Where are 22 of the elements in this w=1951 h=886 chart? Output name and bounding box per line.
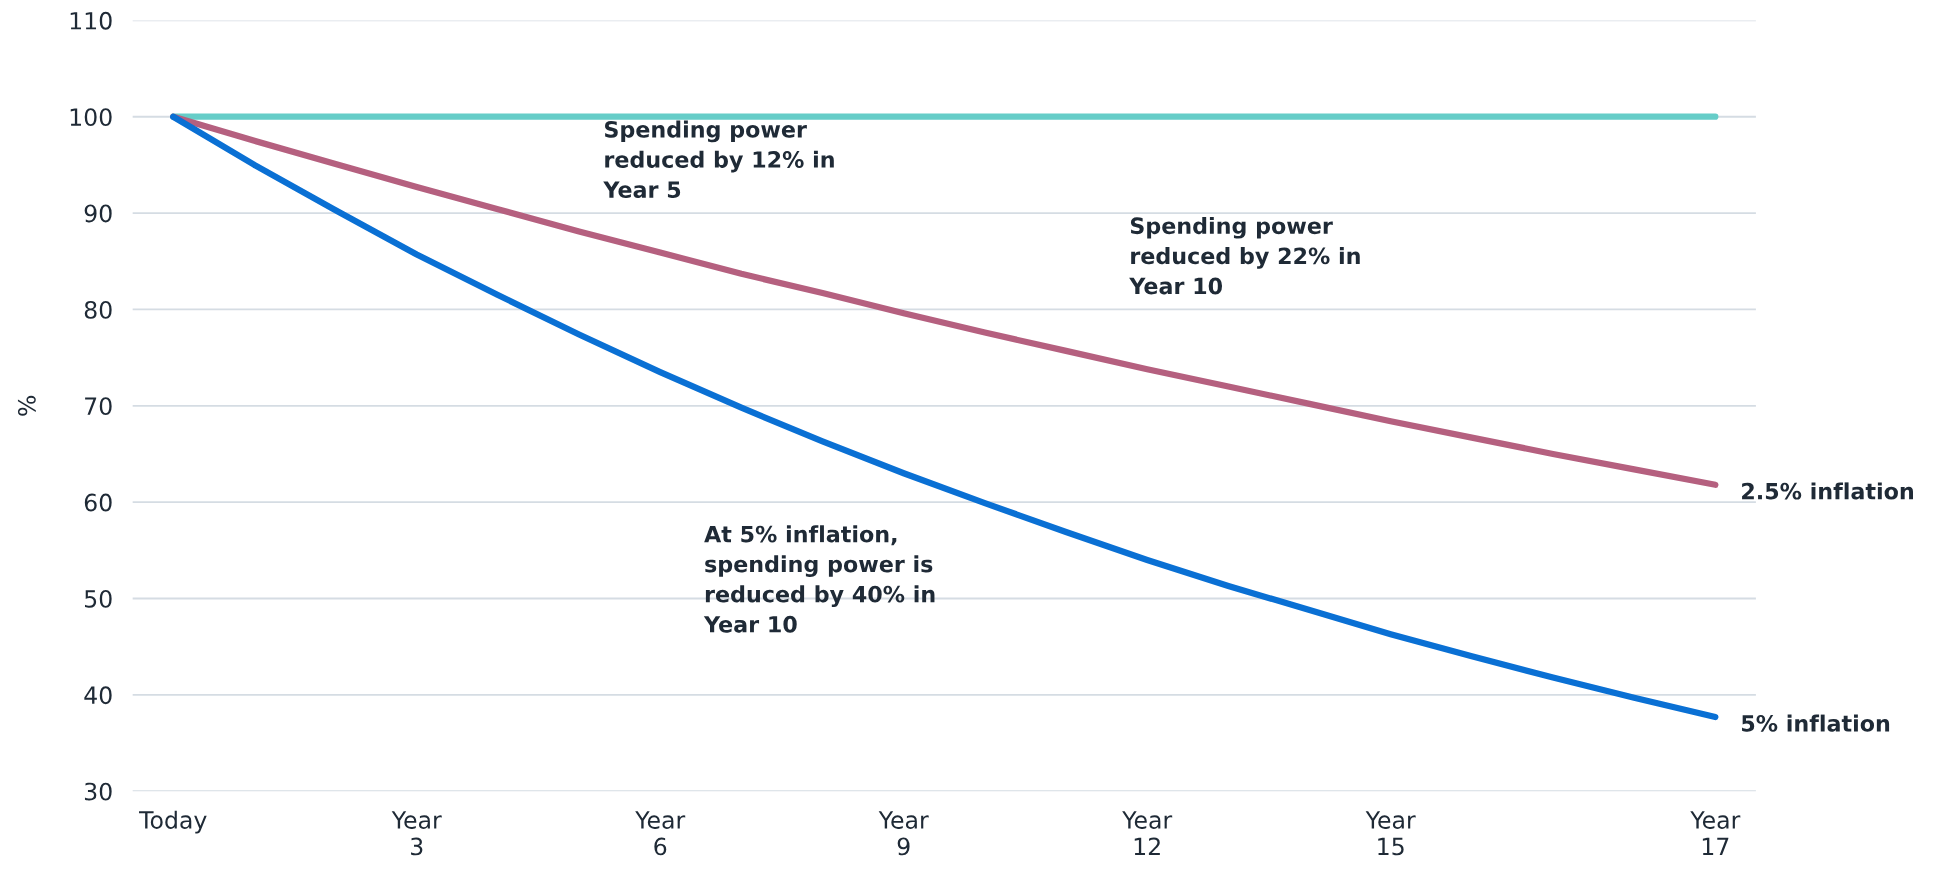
- annotation: Spending power reduced by 22% in Year 10: [1129, 216, 1360, 295]
- y-axis-title: %: [17, 395, 36, 416]
- y-tick-label: 110: [70, 11, 112, 30]
- y-tick-label: 50: [85, 589, 112, 608]
- y-tick-label: 60: [84, 493, 112, 512]
- y-tick-label: 40: [84, 686, 112, 705]
- y-tick-label: 80: [84, 300, 112, 319]
- y-tick-label: 30: [84, 782, 112, 801]
- x-tick-label: Year 15: [1365, 811, 1416, 856]
- x-tick-label: Year 6: [635, 811, 686, 856]
- x-tick-label: Year 3: [391, 811, 442, 856]
- x-tick-label: Year 9: [878, 811, 929, 856]
- annotation: Spending power reduced by 12% in Year 5: [603, 120, 834, 199]
- series-label: 5% inflation: [1742, 714, 1890, 732]
- x-tick-label: Today: [139, 810, 207, 834]
- annotation: At 5% inflation, spending power is reduced by 40% in Year 10: [703, 525, 935, 633]
- y-tick-label: 100: [70, 108, 112, 127]
- x-tick-label: Year 12: [1122, 811, 1173, 856]
- x-tick-label: Year 17: [1690, 811, 1741, 856]
- y-tick-label: 90: [84, 204, 112, 223]
- series-label: 2.5% inflation: [1742, 482, 1913, 500]
- y-tick-label: 70: [85, 397, 112, 416]
